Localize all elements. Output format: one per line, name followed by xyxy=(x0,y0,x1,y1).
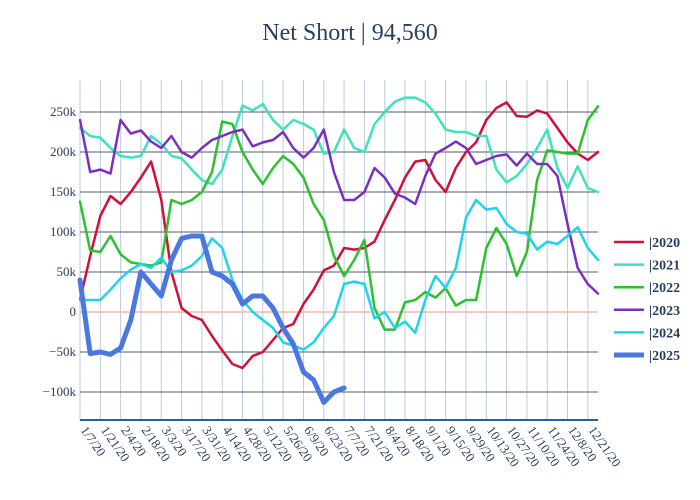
y-tick-label: 50k xyxy=(57,264,77,279)
series-line-2025 xyxy=(77,233,347,405)
series-line-2021 xyxy=(78,96,600,194)
series-line-2024 xyxy=(78,198,600,351)
legend-item[interactable]: |2025 xyxy=(614,349,680,364)
y-axis-ticks: 250k 200k 150k 100k 50k 0 −50k −100k xyxy=(43,104,77,399)
plot-background xyxy=(80,80,598,420)
legend-label: |2023 xyxy=(649,304,680,319)
legend-item[interactable]: |2024 xyxy=(614,326,680,341)
plot-area xyxy=(80,80,598,420)
y-tick-label: −50k xyxy=(49,344,76,359)
series-line-2022 xyxy=(78,105,600,331)
y-tick-label: 250k xyxy=(50,104,77,119)
series-line-2023 xyxy=(78,118,600,295)
y-tick-label: 150k xyxy=(50,184,77,199)
y-tick-label: 200k xyxy=(50,144,77,159)
legend-item[interactable]: |2022 xyxy=(614,281,680,296)
legend-label: |2020 xyxy=(649,236,680,251)
x-axis-ticks: 1/7/201/21/202/4/202/18/203/3/203/17/203… xyxy=(78,423,625,469)
legend-label: |2024 xyxy=(649,326,680,341)
chart-title: Net Short | 94,560 xyxy=(262,20,437,46)
legend-item[interactable]: |2023 xyxy=(614,304,680,319)
legend-label: |2021 xyxy=(649,259,680,274)
legend-label: |2022 xyxy=(649,281,680,296)
legend-item[interactable]: |2021 xyxy=(614,259,680,274)
y-tick-label: 100k xyxy=(50,224,77,239)
legend-item[interactable]: |2020 xyxy=(614,236,680,251)
legend-label: |2025 xyxy=(649,349,680,364)
legend[interactable]: |2020 |2021 |2022 |2023 |2024 |2025 xyxy=(614,236,680,364)
series-lines xyxy=(77,96,600,405)
y-tick-label: 0 xyxy=(70,304,77,319)
y-tick-label: −100k xyxy=(43,384,77,399)
